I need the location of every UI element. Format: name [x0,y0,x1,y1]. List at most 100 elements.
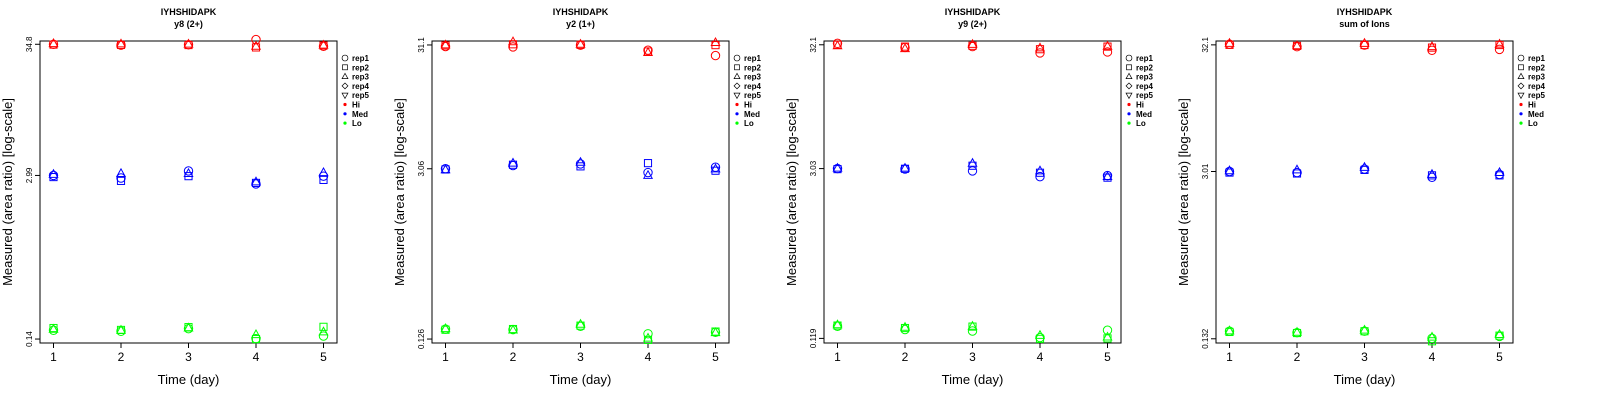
data-point [250,176,262,186]
legend-label: Hi [1528,101,1536,110]
data-point [1427,45,1437,55]
data-point [710,327,721,337]
data-point [1359,324,1370,334]
legend-label: rep2 [352,63,369,72]
data-point [1291,164,1303,174]
data-point [642,332,654,342]
legend-marker-hi [1519,102,1523,107]
legend-marker-rep4 [733,82,741,90]
data-point [48,170,59,181]
data-point [1224,165,1235,175]
series-lo [832,319,1113,343]
series-hi [48,34,329,52]
data-point [1494,38,1505,48]
data-point [183,323,194,334]
data-point [968,322,977,331]
data-point [643,159,653,168]
data-point [1292,328,1302,338]
data-point [1102,170,1113,181]
legend-marker-lo [1127,121,1131,125]
data-point [900,323,910,333]
plot-frame [431,40,730,344]
data-point [115,38,127,48]
data-point [319,322,328,331]
x-tick-label: 3 [1361,350,1368,364]
data-point [1292,169,1302,178]
legend-label: rep5 [744,91,761,100]
data-point [900,164,910,173]
data-point [710,50,721,61]
data-point [1102,40,1113,50]
y-tick-label: 0.132 [1201,328,1210,349]
legend-marker-rep1 [733,54,741,62]
y-tick-label: 34.8 [25,36,34,52]
x-tick-label: 5 [320,350,327,364]
data-point [1102,331,1113,341]
series-med [832,157,1113,182]
data-point [319,175,328,184]
legend-marker-rep5 [1517,92,1525,100]
data-point [643,329,653,339]
legend-label: rep1 [744,54,761,63]
legend-label: Lo [744,119,754,128]
legend-marker-rep2 [1518,64,1524,71]
data-point [710,163,721,173]
legend-label: rep2 [744,63,761,72]
data-point [116,176,126,185]
legend-label: rep5 [1528,91,1545,100]
data-point [1426,41,1438,51]
data-point [642,46,654,56]
legend-marker-rep3 [733,72,741,80]
data-point [576,40,585,49]
data-point [1035,171,1045,182]
x-axis-label: Time (day) [1334,372,1396,387]
data-point [48,323,59,333]
data-point [1291,40,1303,50]
data-point [318,326,329,336]
data-point [1034,42,1046,52]
y-tick-label: 32.1 [1201,37,1210,53]
legend-label: rep4 [1136,82,1153,91]
series-hi [440,36,721,61]
legend-label: rep5 [1136,91,1153,100]
chart-title: IYHSHIDAPK [1337,7,1393,17]
legend-marker-rep5 [341,92,349,100]
x-tick-label: 5 [1104,350,1111,364]
chart-panel-4: IYHSHIDAPK sum of Ions 1 2 3 4 5 Time (day) 0.13… [1176,7,1545,387]
legend-label: rep4 [1528,82,1545,91]
chart-panel-2: IYHSHIDAPK y2 (1+) 1 2 3 4 5 Time (day) 0.126 3.0… [392,7,761,387]
data-point [575,159,586,169]
legend-label: rep3 [1136,73,1153,82]
legend-marker-lo [343,121,347,125]
legend-marker-rep3 [1125,72,1133,80]
data-point [832,40,843,50]
legend-marker-rep5 [733,92,741,100]
x-tick-label: 3 [185,350,192,364]
series-med [1224,161,1505,183]
data-point [1103,42,1112,51]
data-point [575,156,586,166]
data-point [440,39,451,49]
data-point [1291,326,1303,336]
legend-label: Med [1136,110,1152,119]
legend-marker-rep1 [341,54,349,62]
legend-label: Lo [352,119,362,128]
data-point [575,38,586,48]
data-point [1359,37,1370,47]
legend-label: rep4 [744,82,761,91]
chart-subtitle: y8 (2+) [174,19,203,29]
data-point [1224,325,1235,335]
series-lo [48,322,329,344]
x-tick-label: 1 [50,350,57,364]
x-tick-label: 5 [712,350,719,364]
data-point [1426,331,1438,341]
legend-label: rep1 [352,54,369,63]
legend-label: rep3 [1528,73,1545,82]
data-point [1035,332,1045,343]
data-point [832,162,843,172]
legend-marker-rep2 [342,64,348,71]
data-point [899,43,911,53]
